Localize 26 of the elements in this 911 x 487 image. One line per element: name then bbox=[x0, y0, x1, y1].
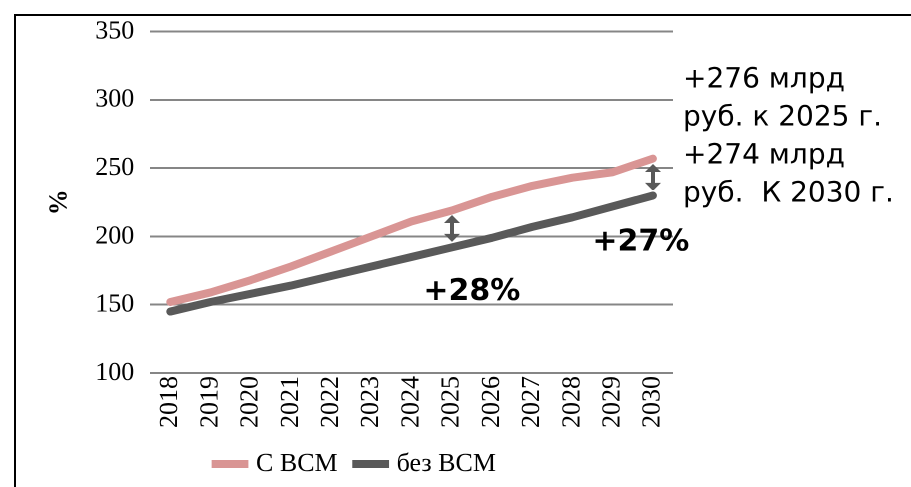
x-tick-label: 2030 bbox=[636, 376, 666, 428]
y-tick-label: 300 bbox=[95, 84, 134, 113]
text: +274 млрд руб. К 2030 г. bbox=[683, 137, 894, 208]
x-tick-label: 2024 bbox=[395, 376, 424, 428]
annotation: +27% bbox=[592, 223, 690, 258]
x-tick-label: 2029 bbox=[596, 376, 626, 428]
y-tick-label: 250 bbox=[95, 152, 134, 181]
x-tick-label: 2027 bbox=[516, 376, 546, 428]
y-tick-label: 350 bbox=[95, 15, 134, 44]
y-axis-title: % bbox=[43, 189, 72, 216]
x-tick-label: 2020 bbox=[234, 376, 264, 428]
x-tick-label: 2018 bbox=[154, 376, 184, 428]
legend-label: С ВСМ bbox=[256, 448, 338, 477]
y-tick-label: 150 bbox=[95, 288, 134, 318]
y-tick-label: 200 bbox=[95, 220, 134, 250]
text: +276 млрд руб. к 2025 г. bbox=[683, 61, 882, 132]
y-tick-label: 100 bbox=[95, 356, 134, 386]
annotation: +28% bbox=[423, 273, 520, 308]
x-tick-label: 2025 bbox=[436, 376, 465, 428]
x-tick-label: 2028 bbox=[556, 376, 586, 428]
x-tick-label: 2026 bbox=[476, 376, 505, 428]
x-tick-label: 2019 bbox=[194, 376, 224, 428]
x-tick-label: 2022 bbox=[314, 376, 344, 428]
x-tick-label: 2023 bbox=[355, 376, 384, 428]
legend-label: без ВСМ bbox=[396, 448, 496, 477]
x-tick-label: 2021 bbox=[274, 376, 304, 428]
